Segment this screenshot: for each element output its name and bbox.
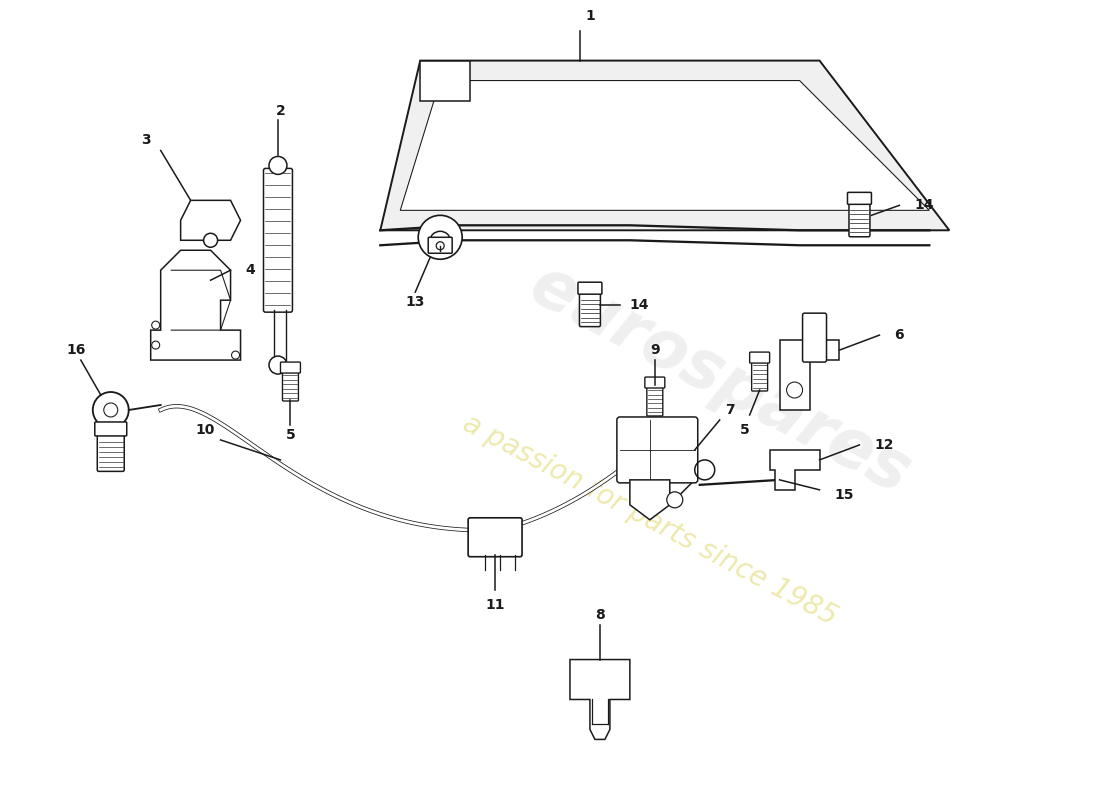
Text: 5: 5 [286,428,295,442]
Circle shape [418,215,462,259]
Polygon shape [780,340,839,410]
FancyBboxPatch shape [428,238,452,254]
FancyBboxPatch shape [751,361,768,391]
FancyBboxPatch shape [750,352,770,363]
Text: 2: 2 [276,103,285,118]
FancyBboxPatch shape [97,434,124,471]
Text: 13: 13 [406,295,425,309]
Circle shape [437,242,444,250]
FancyBboxPatch shape [469,518,522,557]
Text: 10: 10 [196,423,216,437]
Text: 11: 11 [485,598,505,612]
Polygon shape [630,480,670,520]
Text: 16: 16 [66,343,86,357]
FancyBboxPatch shape [803,313,826,362]
FancyBboxPatch shape [849,202,870,237]
FancyBboxPatch shape [283,371,298,401]
Text: 4: 4 [245,263,255,278]
Text: 15: 15 [835,488,854,502]
Text: 12: 12 [874,438,894,452]
Circle shape [270,356,287,374]
Polygon shape [570,659,630,739]
FancyBboxPatch shape [578,282,602,294]
FancyBboxPatch shape [95,422,126,436]
FancyBboxPatch shape [580,292,601,326]
Circle shape [270,157,287,174]
FancyBboxPatch shape [645,377,664,388]
Circle shape [204,234,218,247]
Text: 8: 8 [595,608,605,622]
Polygon shape [151,250,241,360]
Text: 3: 3 [141,134,151,147]
Polygon shape [381,61,949,230]
Text: a passion for parts since 1985: a passion for parts since 1985 [458,409,842,630]
Text: 5: 5 [740,423,749,437]
Circle shape [667,492,683,508]
FancyBboxPatch shape [647,386,663,416]
Polygon shape [400,81,930,210]
FancyBboxPatch shape [847,192,871,204]
FancyBboxPatch shape [280,362,300,373]
Polygon shape [420,61,470,101]
Polygon shape [180,200,241,240]
FancyBboxPatch shape [617,417,697,483]
Polygon shape [770,450,820,490]
Text: 1: 1 [585,9,595,22]
Text: 6: 6 [894,328,904,342]
Text: 14: 14 [630,298,649,312]
Text: 14: 14 [914,198,934,212]
Text: 7: 7 [725,403,735,417]
Text: 9: 9 [650,343,660,357]
FancyBboxPatch shape [264,169,293,312]
Text: eurospares: eurospares [518,252,921,508]
